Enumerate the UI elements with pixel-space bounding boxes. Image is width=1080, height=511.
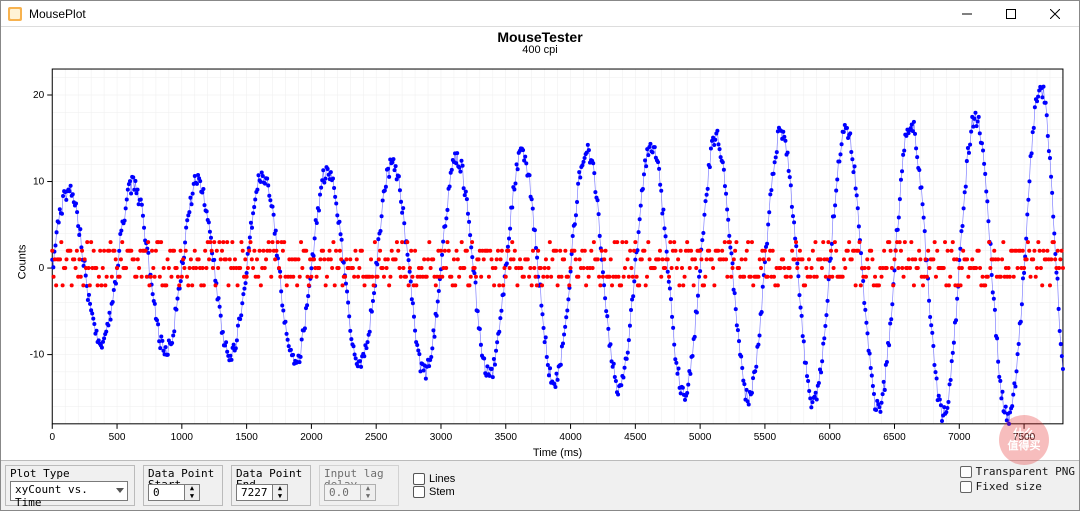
svg-text:0: 0 [49,432,55,443]
data-end-group: Data Point End 7227 ▲▼ [231,465,311,506]
plot-type-value: xyCount vs. Time [15,483,88,509]
svg-text:500: 500 [109,432,126,443]
spin-down-icon[interactable]: ▼ [184,493,199,501]
app-icon [7,6,23,22]
data-end-spinner[interactable]: 7227 ▲▼ [236,484,288,501]
checkbox-icon [413,486,425,498]
chart-container: MouseTester 400 cpi Counts 0 500 1000 1500 2… [7,27,1073,460]
window-title: MousePlot [29,7,86,21]
data-start-value: 0 [153,486,160,499]
plot-type-group: Plot Type xyCount vs. Time [5,465,135,506]
chart-subtitle: 400 cpi [7,44,1073,56]
y-axis-label: Counts [16,244,28,279]
fixed-size-label: Fixed size [976,480,1042,493]
plot-options-group: Lines Stem [407,465,455,506]
lines-checkbox[interactable]: Lines [413,473,455,485]
checkbox-icon[interactable] [960,481,972,493]
svg-text:Time (ms): Time (ms) [533,447,582,459]
bottom-panel: Plot Type xyCount vs. Time Data Point St… [1,460,1079,510]
spin-down-icon: ▼ [360,493,375,501]
data-start-group: Data Point Start 0 ▲▼ [143,465,223,506]
chart-title: MouseTester [7,29,1073,45]
titlebar: MousePlot [1,1,1079,27]
input-lag-group: Input lag delay 0.0 ▲▼ [319,465,399,506]
data-start-spinner[interactable]: 0 ▲▼ [148,484,200,501]
export-group: Transparent PNG Fixed size [960,465,1075,506]
svg-text:7000: 7000 [948,432,971,443]
checkbox-icon [413,473,425,485]
client-area: MouseTester 400 cpi Counts 0 500 1000 1500 2… [1,27,1079,460]
svg-text:0: 0 [39,263,45,274]
input-lag-spinner: 0.0 ▲▼ [324,484,376,501]
data-end-value: 7227 [241,486,268,499]
stem-label: Stem [429,486,455,498]
svg-text:1000: 1000 [171,432,194,443]
plot-area[interactable]: Counts 0 500 1000 1500 2000 2500 3000 3500 4000 4… [7,63,1073,460]
svg-text:2500: 2500 [365,432,388,443]
svg-text:5500: 5500 [754,432,777,443]
close-button[interactable] [1033,1,1077,27]
svg-text:4000: 4000 [559,432,582,443]
stem-checkbox[interactable]: Stem [413,486,455,498]
data-start-label: Data Point Start [148,468,218,484]
checkbox-icon[interactable] [960,466,972,478]
plot-type-label: Plot Type [10,468,130,479]
transparent-png-label: Transparent PNG [976,465,1075,478]
svg-text:3500: 3500 [495,432,518,443]
input-lag-label: Input lag delay [324,468,394,484]
svg-text:2000: 2000 [300,432,323,443]
spin-down-icon[interactable]: ▼ [272,493,287,501]
data-end-label: Data Point End [236,468,306,484]
svg-text:5000: 5000 [689,432,712,443]
svg-text:20: 20 [33,90,45,101]
svg-text:1500: 1500 [235,432,258,443]
input-lag-value: 0.0 [329,486,349,499]
plot-svg: 0 500 1000 1500 2000 2500 3000 3500 4000 4500 5000… [7,63,1073,460]
svg-text:4500: 4500 [624,432,647,443]
svg-text:-10: -10 [30,350,45,361]
plot-type-combo[interactable]: xyCount vs. Time [10,481,128,501]
maximize-button[interactable] [989,1,1033,27]
svg-text:3000: 3000 [430,432,453,443]
minimize-button[interactable] [945,1,989,27]
svg-text:6000: 6000 [819,432,842,443]
svg-text:6500: 6500 [883,432,906,443]
svg-text:10: 10 [33,177,45,188]
svg-text:7500: 7500 [1013,432,1036,443]
lines-label: Lines [429,473,455,485]
